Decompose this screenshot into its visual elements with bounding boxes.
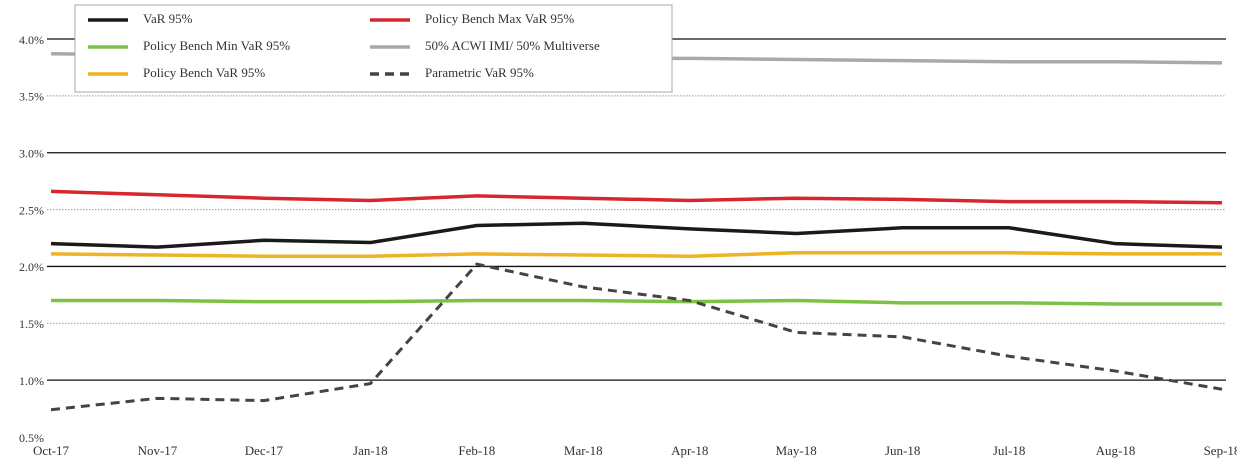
legend-label: Policy Bench Min VaR 95% — [143, 38, 290, 53]
x-tick-label: May-18 — [776, 443, 817, 458]
series-line — [51, 298, 1222, 306]
series-line — [50, 189, 1223, 205]
x-tick-label: Apr-18 — [671, 443, 708, 458]
x-tick-label: Jul-18 — [993, 443, 1026, 458]
x-tick-label: Dec-17 — [245, 443, 284, 458]
legend-label: 50% ACWI IMI/ 50% Multiverse — [425, 38, 600, 53]
legend: VaR 95% Policy Bench Max VaR 95% Policy Be… — [74, 4, 673, 93]
x-tick-label: Jan-18 — [353, 443, 388, 458]
legend-label: VaR 95% — [143, 11, 193, 26]
x-tick-label: Feb-18 — [458, 443, 495, 458]
x-tick-label: Mar-18 — [564, 443, 603, 458]
x-tick-label: Jun-18 — [885, 443, 920, 458]
series-line — [50, 262, 1223, 412]
y-tick-label: 3.0% — [19, 146, 44, 160]
legend-label: Policy Bench Max VaR 95% — [425, 11, 574, 26]
y-tick-label: 2.0% — [19, 260, 44, 274]
legend-label: Policy Bench VaR 95% — [143, 65, 265, 80]
legend-label: Parametric VaR 95% — [425, 65, 534, 80]
x-tick-label: Oct-17 — [33, 443, 70, 458]
y-tick-label: 0.5% — [19, 431, 44, 445]
x-tick-label: Sep-18 — [1204, 443, 1237, 458]
y-tick-label: 1.0% — [19, 374, 44, 388]
y-tick-label: 1.5% — [19, 317, 44, 331]
series-line — [50, 221, 1223, 249]
y-tick-label: 2.5% — [19, 203, 44, 217]
series-line — [50, 251, 1222, 258]
x-tick-label: Nov-17 — [138, 443, 178, 458]
y-tick-label: 3.5% — [19, 90, 44, 104]
x-tick-label: Aug-18 — [1096, 443, 1136, 458]
y-tick-label: 4.0% — [19, 33, 44, 47]
